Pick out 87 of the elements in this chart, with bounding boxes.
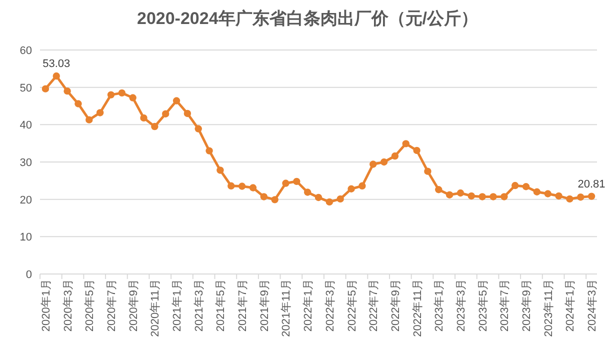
point bbox=[228, 182, 235, 190]
point bbox=[162, 110, 170, 118]
point bbox=[358, 182, 366, 190]
x-tick-label: 2023年5月 bbox=[477, 279, 490, 332]
x-tick-label: 2023年9月 bbox=[521, 279, 534, 332]
point bbox=[544, 190, 552, 198]
point bbox=[588, 192, 596, 200]
point bbox=[206, 147, 213, 154]
point bbox=[282, 180, 290, 187]
y-tick-label: 60 bbox=[20, 45, 32, 57]
point bbox=[238, 182, 246, 190]
point bbox=[293, 178, 300, 186]
point bbox=[118, 89, 126, 97]
point bbox=[511, 182, 519, 190]
x-tick-label: 2023年1月 bbox=[434, 279, 446, 332]
y-tick-label: 50 bbox=[20, 82, 32, 94]
point bbox=[478, 193, 486, 200]
x-tick-label: 2021年5月 bbox=[215, 279, 228, 332]
point bbox=[107, 91, 115, 98]
point bbox=[216, 166, 224, 174]
point bbox=[140, 114, 148, 122]
point bbox=[500, 193, 508, 200]
x-tick-label: 2020年11月 bbox=[150, 279, 162, 337]
point bbox=[42, 85, 50, 92]
point bbox=[184, 110, 192, 118]
point bbox=[456, 189, 464, 197]
point bbox=[249, 184, 257, 192]
point bbox=[194, 125, 202, 132]
x-tick-label: 2021年7月 bbox=[237, 279, 250, 332]
y-tick-label: 40 bbox=[20, 120, 32, 132]
x-tick-label: 2021年11月 bbox=[280, 279, 293, 337]
x-tick-label: 2022年3月 bbox=[324, 279, 336, 332]
point bbox=[86, 116, 93, 124]
chart-title: 2020-2024年广东省白条肉出厂价（元/公斤） bbox=[136, 9, 478, 28]
point bbox=[314, 194, 322, 202]
point bbox=[435, 186, 442, 194]
x-tick-label: 2020年9月 bbox=[128, 279, 140, 332]
point bbox=[566, 195, 574, 203]
x-tick-label: 2020年5月 bbox=[84, 279, 96, 332]
x-tick-label: 2022年1月 bbox=[302, 279, 315, 332]
x-tick-label: 2021年9月 bbox=[258, 279, 271, 332]
data-label: 53.03 bbox=[42, 58, 70, 70]
y-tick-label: 0 bbox=[26, 269, 32, 281]
point bbox=[533, 188, 541, 196]
point bbox=[304, 188, 312, 196]
x-tick-label: 2020年1月 bbox=[40, 279, 52, 332]
point bbox=[577, 193, 584, 201]
y-tick-label: 10 bbox=[20, 232, 32, 244]
x-tick-label: 2021年1月 bbox=[172, 279, 184, 332]
point bbox=[151, 122, 158, 130]
x-tick-label: 2023年11月 bbox=[542, 279, 555, 337]
point bbox=[326, 198, 334, 206]
x-tick-label: 2020年3月 bbox=[62, 279, 74, 332]
x-tick-label: 2024年3月 bbox=[586, 279, 599, 332]
point bbox=[402, 140, 410, 148]
x-tick-label: 2022年5月 bbox=[346, 279, 358, 332]
point bbox=[370, 160, 377, 168]
point bbox=[271, 196, 278, 204]
x-tick-label: 2023年7月 bbox=[499, 279, 512, 332]
y-tick-label: 30 bbox=[20, 157, 32, 169]
x-tick-label: 2021年3月 bbox=[193, 279, 206, 332]
point bbox=[64, 87, 71, 95]
point bbox=[468, 192, 475, 200]
point bbox=[172, 97, 180, 104]
point bbox=[380, 158, 388, 166]
x-tick-label: 2022年9月 bbox=[390, 279, 402, 332]
point bbox=[74, 100, 82, 108]
point bbox=[413, 146, 420, 154]
point bbox=[348, 185, 355, 192]
point bbox=[555, 192, 562, 200]
x-tick-label: 2023年3月 bbox=[455, 279, 468, 332]
x-tick-label: 2020年7月 bbox=[106, 279, 118, 332]
point bbox=[52, 72, 60, 80]
y-tick-label: 20 bbox=[20, 194, 32, 206]
point bbox=[446, 191, 454, 198]
point bbox=[260, 193, 268, 200]
point bbox=[336, 195, 344, 203]
point bbox=[96, 109, 104, 116]
point bbox=[490, 193, 497, 200]
point bbox=[129, 94, 136, 102]
x-tick-label: 2022年7月 bbox=[368, 279, 380, 332]
point bbox=[424, 168, 432, 175]
data-label: 20.81 bbox=[578, 178, 606, 190]
point bbox=[391, 152, 399, 160]
x-tick-label: 2022年11月 bbox=[412, 279, 424, 337]
point bbox=[522, 183, 530, 190]
x-tick-label: 2024年1月 bbox=[564, 279, 577, 332]
